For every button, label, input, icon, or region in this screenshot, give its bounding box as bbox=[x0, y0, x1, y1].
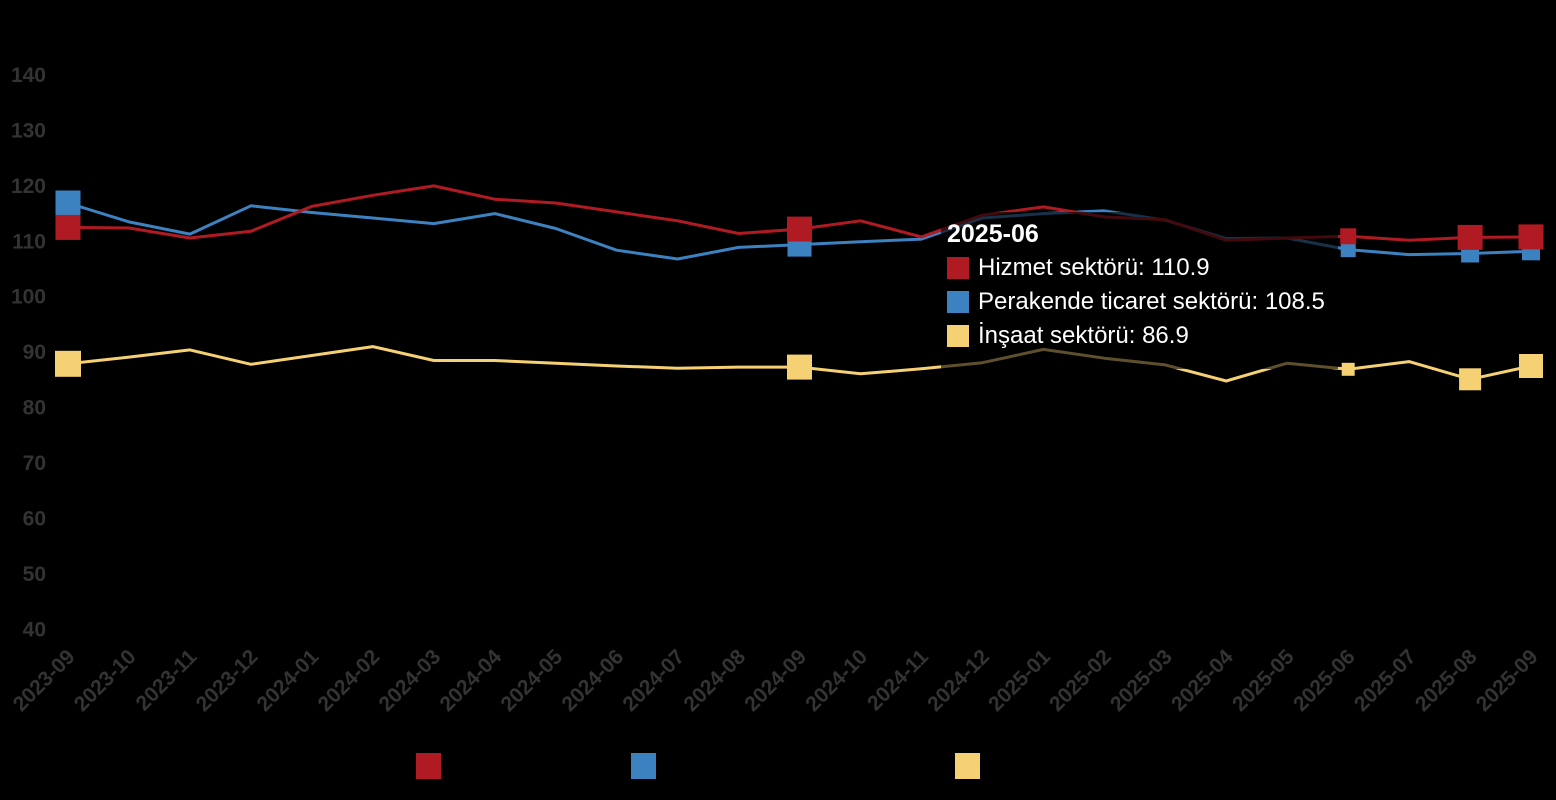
y-tick-label: 100 bbox=[11, 286, 46, 309]
series-point-marker[interactable] bbox=[1519, 354, 1543, 378]
series-point-marker[interactable] bbox=[55, 190, 81, 216]
series-point-marker[interactable] bbox=[1341, 362, 1355, 376]
tooltip-swatch-perakende bbox=[947, 290, 969, 313]
series-point-marker[interactable] bbox=[1459, 368, 1482, 391]
x-tick-label: 2025-01 bbox=[984, 645, 1055, 716]
series-point-marker[interactable] bbox=[55, 214, 81, 240]
tooltip-row-text-hizmet: Hizmet sektörü: 110.9 bbox=[978, 254, 1210, 281]
series-point-marker[interactable] bbox=[1457, 224, 1483, 250]
x-tick-label: 2025-03 bbox=[1106, 645, 1177, 716]
y-tick-label: 130 bbox=[11, 119, 46, 142]
legend-swatch-hizmet[interactable] bbox=[416, 753, 441, 779]
y-tick-label: 60 bbox=[23, 507, 46, 530]
y-tick-label: 110 bbox=[12, 230, 46, 253]
y-tick-label: 70 bbox=[23, 452, 46, 475]
x-tick-label: 2024-01 bbox=[253, 645, 324, 716]
y-tick-label: 40 bbox=[23, 618, 46, 641]
x-tick-label: 2024-04 bbox=[435, 645, 506, 716]
y-tick-label: 80 bbox=[23, 397, 46, 420]
series-point-marker[interactable] bbox=[787, 216, 812, 242]
x-tick-label: 2024-12 bbox=[923, 645, 994, 716]
series-point-marker[interactable] bbox=[1340, 242, 1356, 258]
tooltip-title: 2025-06 bbox=[947, 220, 1039, 248]
tooltip-swatch-insaat bbox=[947, 324, 969, 347]
x-tick-label: 2025-02 bbox=[1045, 645, 1116, 716]
x-tick-label: 2025-09 bbox=[1472, 645, 1543, 716]
x-tick-label: 2024-07 bbox=[618, 645, 689, 716]
x-tick-label: 2025-05 bbox=[1228, 645, 1299, 716]
legend bbox=[0, 753, 1556, 783]
x-tick-label: 2025-06 bbox=[1289, 645, 1360, 716]
tooltip-row: Hizmet sektörü: 110.9 bbox=[947, 254, 1338, 281]
x-tick-label: 2023-10 bbox=[70, 645, 141, 716]
x-tick-label: 2024-09 bbox=[740, 645, 811, 716]
x-tick-label: 2025-04 bbox=[1167, 645, 1238, 716]
x-tick-label: 2023-12 bbox=[192, 645, 263, 716]
x-tick-label: 2024-08 bbox=[679, 645, 750, 716]
legend-swatch-perakende[interactable] bbox=[631, 753, 656, 779]
y-tick-label: 120 bbox=[11, 175, 46, 198]
series-point-marker[interactable] bbox=[787, 354, 812, 380]
series-point-marker[interactable] bbox=[1518, 224, 1544, 250]
y-tick-label: 50 bbox=[23, 563, 46, 586]
tooltip-swatch-hizmet bbox=[947, 256, 969, 279]
x-tick-label: 2024-05 bbox=[496, 645, 567, 716]
x-tick-label: 2024-11 bbox=[863, 645, 933, 715]
y-tick-label: 140 bbox=[11, 64, 46, 87]
x-tick-label: 2024-06 bbox=[557, 645, 628, 716]
x-tick-label: 2024-03 bbox=[375, 645, 446, 716]
x-tick-label: 2025-07 bbox=[1350, 645, 1421, 716]
y-tick-label: 90 bbox=[23, 341, 46, 364]
tooltip: 2025-06 Hizmet sektörü: 110.9 Perakende … bbox=[941, 212, 1338, 369]
tooltip-row: Perakende ticaret sektörü: 108.5 bbox=[947, 288, 1338, 315]
series-point-marker[interactable] bbox=[1340, 228, 1357, 245]
series-point-marker[interactable] bbox=[55, 350, 81, 377]
tooltip-row-text-insaat: İnşaat sektörü: 86.9 bbox=[978, 322, 1189, 349]
legend-swatch-insaat[interactable] bbox=[955, 753, 980, 779]
x-tick-label: 2023-11 bbox=[131, 645, 201, 715]
tooltip-row-text-perakende: Perakende ticaret sektörü: 108.5 bbox=[978, 288, 1325, 315]
x-tick-label: 2023-09 bbox=[9, 645, 80, 716]
x-tick-label: 2024-10 bbox=[801, 645, 872, 716]
x-tick-label: 2024-02 bbox=[314, 645, 385, 716]
x-tick-label: 2025-08 bbox=[1411, 645, 1482, 716]
tooltip-row: İnşaat sektörü: 86.9 bbox=[947, 322, 1338, 349]
